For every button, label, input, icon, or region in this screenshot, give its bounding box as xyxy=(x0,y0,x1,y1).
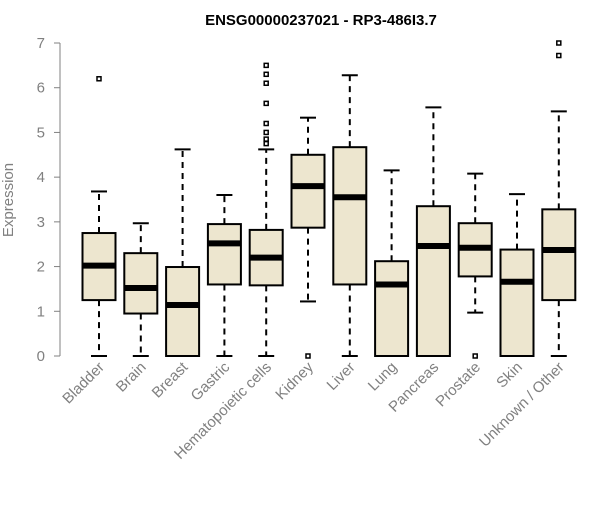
x-tick-label: Breast xyxy=(149,358,192,401)
outlier-point xyxy=(263,140,269,147)
box-group xyxy=(165,148,201,358)
box-group xyxy=(248,62,284,357)
outlier-point xyxy=(96,76,102,82)
outlier-point xyxy=(263,129,269,136)
x-tick-label: Brain xyxy=(113,359,150,396)
x-tick-label: Kidney xyxy=(272,358,317,403)
iqr-box xyxy=(123,252,159,315)
iqr-box xyxy=(290,153,326,229)
box-group xyxy=(415,106,451,357)
iqr-box xyxy=(541,208,577,302)
box-group xyxy=(290,116,326,359)
box-group xyxy=(457,172,493,359)
y-tick-label: 6 xyxy=(37,80,45,97)
outlier-point xyxy=(556,52,562,59)
y-tick-label: 5 xyxy=(37,124,45,141)
x-tick-label: Bladder xyxy=(59,359,108,408)
outlier-point xyxy=(263,136,269,142)
outlier-point xyxy=(263,100,269,107)
box-group xyxy=(332,74,368,357)
box-group xyxy=(81,76,117,357)
x-tick-label: Prostate xyxy=(432,359,484,411)
outlier-point xyxy=(263,71,269,78)
y-tick-label: 7 xyxy=(37,35,45,52)
outlier-point xyxy=(556,40,562,46)
iqr-box xyxy=(374,260,410,358)
x-tick-label: Skin xyxy=(493,359,526,392)
box-group xyxy=(541,40,577,357)
x-tick-label: Lung xyxy=(365,359,401,395)
iqr-box xyxy=(165,266,201,358)
iqr-box xyxy=(415,205,451,357)
outlier-point xyxy=(263,80,269,86)
iqr-box xyxy=(206,223,242,286)
outlier-point xyxy=(263,62,269,69)
y-axis: 0 1 2 3 4 5 6 7 xyxy=(37,35,61,365)
y-tick-label: 0 xyxy=(37,348,45,365)
box-group xyxy=(123,222,159,357)
outlier-point xyxy=(263,120,269,127)
iqr-box xyxy=(499,248,535,357)
outlier-point xyxy=(472,353,478,359)
chart-title: ENSG00000237021 - RP3-486I3.7 xyxy=(205,12,437,29)
y-tick-label: 2 xyxy=(37,259,45,276)
y-tick-label: 4 xyxy=(37,169,45,186)
iqr-box xyxy=(332,146,368,286)
y-tick-label: 1 xyxy=(37,303,45,320)
box-group xyxy=(499,193,535,357)
y-axis-label: Expression xyxy=(0,163,17,237)
x-tick-label: Liver xyxy=(324,359,359,394)
plot-area xyxy=(81,40,577,359)
y-tick-label: 3 xyxy=(37,214,45,231)
outlier-point xyxy=(305,353,311,359)
box-group xyxy=(206,194,242,357)
box-group xyxy=(374,169,410,358)
